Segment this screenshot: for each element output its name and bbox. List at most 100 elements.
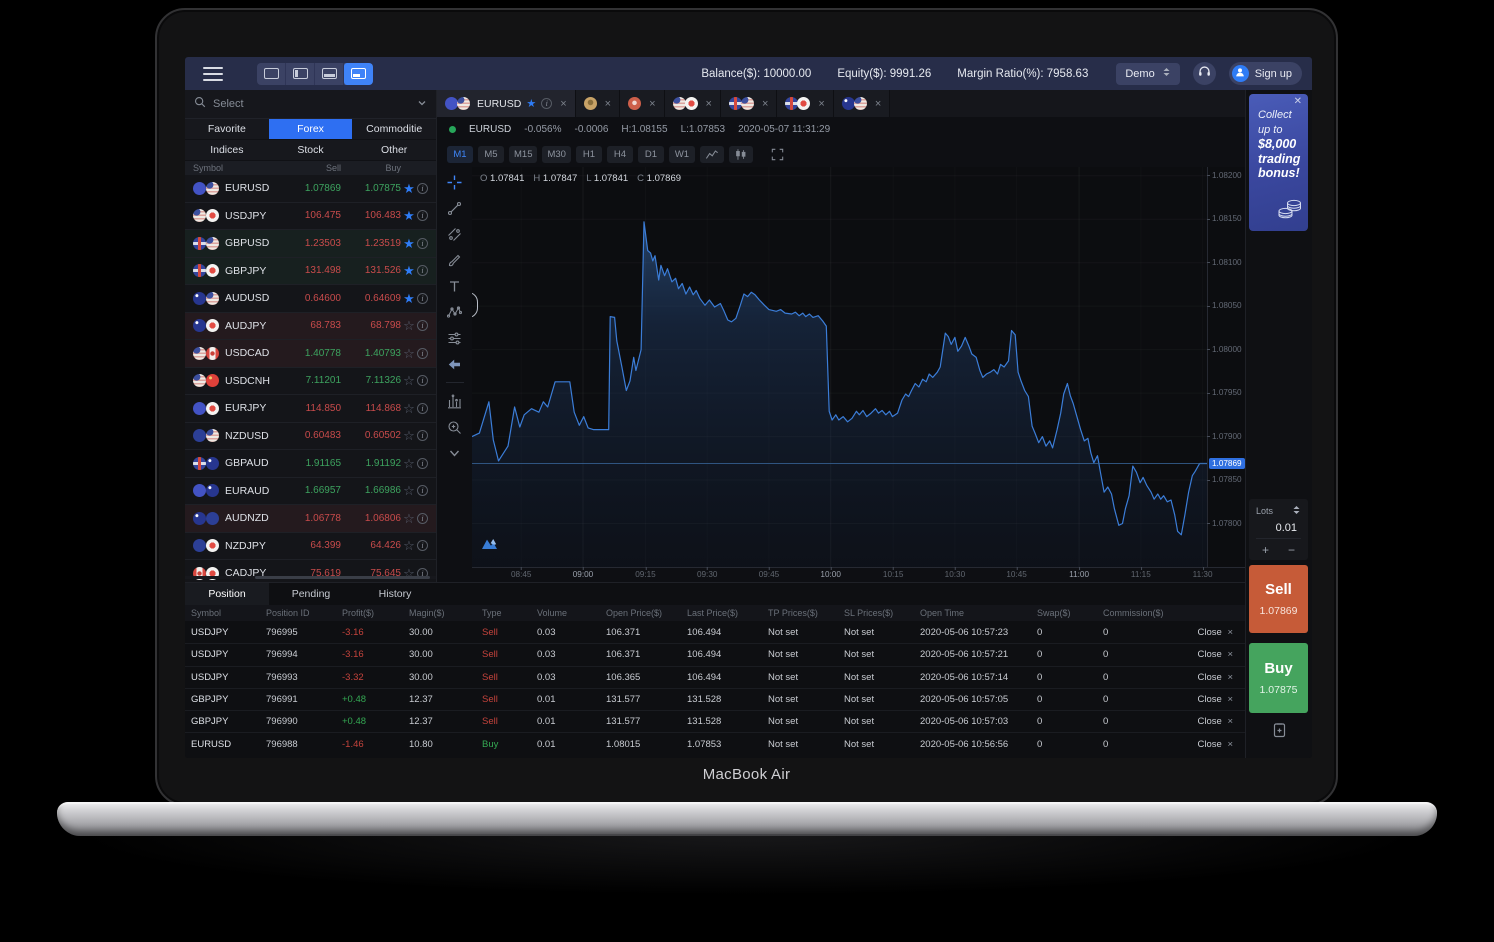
timeframe-m30[interactable]: M30 bbox=[542, 146, 571, 163]
watchlist-row-eurjpy[interactable]: EURJPY 114.850 114.868 ☆ i bbox=[185, 395, 436, 423]
watchlist-row-gbpaud[interactable]: GBPAUD 1.91165 1.91192 ☆ i bbox=[185, 450, 436, 478]
signup-button[interactable]: Sign up bbox=[1228, 62, 1302, 85]
timeframe-m5[interactable]: M5 bbox=[478, 146, 504, 163]
watchlist-tab-stock[interactable]: Stock bbox=[268, 140, 353, 161]
watchlist-row-nzdusd[interactable]: NZDUSD 0.60483 0.60502 ☆ i bbox=[185, 423, 436, 450]
info-icon[interactable]: i bbox=[417, 457, 428, 469]
lots-value[interactable]: 0.01 bbox=[1275, 522, 1297, 534]
favorite-star-icon[interactable]: ☆ bbox=[403, 400, 415, 416]
channel-icon[interactable] bbox=[447, 226, 463, 242]
close-position-button[interactable]: Close × bbox=[1197, 626, 1234, 638]
position-row[interactable]: USDJPY 796993 -3.32 30.00 Sell 0.03 106.365 106… bbox=[185, 665, 1245, 688]
text-icon[interactable] bbox=[447, 278, 463, 294]
order-note-button[interactable] bbox=[1267, 722, 1291, 742]
timeframe-m15[interactable]: M15 bbox=[509, 146, 538, 163]
favorite-star-icon[interactable]: ★ bbox=[403, 208, 415, 224]
info-icon[interactable]: i bbox=[417, 347, 428, 359]
line-chart-type-icon[interactable] bbox=[699, 146, 724, 163]
symbol-search[interactable]: Select bbox=[185, 90, 436, 119]
lots-decrease-button[interactable]: − bbox=[1287, 542, 1295, 557]
favorite-star-icon[interactable]: ☆ bbox=[403, 428, 415, 444]
xabcd-pattern-icon[interactable] bbox=[447, 304, 463, 320]
watchlist-tab-commoditie[interactable]: Commoditie bbox=[352, 119, 436, 140]
watchlist-tab-other[interactable]: Other bbox=[352, 140, 436, 161]
watchlist-row-audjpy[interactable]: AUDJPY 68.783 68.798 ☆ i bbox=[185, 312, 436, 340]
watchlist-tab-favorite[interactable]: Favorite bbox=[185, 119, 269, 140]
bonus-banner[interactable]: ✕ Collect up to $8,000 trading bonus! bbox=[1249, 94, 1308, 231]
chart-tab-gold-1[interactable]: × bbox=[575, 90, 621, 117]
info-icon[interactable]: i bbox=[417, 292, 428, 304]
watchlist-row-usdcnh[interactable]: USDCNH 7.11201 7.11326 ☆ i bbox=[185, 368, 436, 395]
timeframe-d1[interactable]: D1 bbox=[637, 146, 664, 163]
watchlist-tab-forex[interactable]: Forex bbox=[268, 119, 353, 140]
close-position-button[interactable]: Close × bbox=[1197, 694, 1234, 706]
close-position-button[interactable]: Close × bbox=[1197, 671, 1234, 683]
indicator-sliders-icon[interactable] bbox=[447, 330, 463, 346]
chart-tab-eurusd[interactable]: EURUSD ★ i × bbox=[437, 90, 576, 117]
chart-tab-pair-3[interactable]: × bbox=[664, 90, 721, 117]
close-position-button[interactable]: Close × bbox=[1197, 738, 1234, 750]
crosshair-icon[interactable] bbox=[447, 174, 463, 190]
timeframe-h4[interactable]: H4 bbox=[606, 146, 633, 163]
close-tab-icon[interactable]: × bbox=[649, 97, 656, 110]
collapse-icon[interactable] bbox=[447, 445, 463, 461]
position-row[interactable]: USDJPY 796995 -3.16 30.00 Sell 0.03 106.371 106… bbox=[185, 621, 1245, 643]
lots-sort-icon[interactable] bbox=[1292, 505, 1301, 517]
account-mode-select[interactable]: Demo bbox=[1116, 62, 1180, 85]
menu-icon[interactable] bbox=[203, 66, 223, 81]
favorite-star-icon[interactable]: ☆ bbox=[403, 538, 415, 554]
favorite-star-icon[interactable]: ★ bbox=[403, 290, 415, 306]
positions-tab-position[interactable]: Position bbox=[185, 583, 269, 605]
close-tab-icon[interactable]: × bbox=[874, 97, 882, 110]
position-row[interactable]: GBPJPY 796990 +0.48 12.37 Sell 0.01 131.577 131… bbox=[185, 710, 1245, 732]
volume-profile-icon[interactable] bbox=[447, 393, 463, 409]
chart-tab-pair-6[interactable]: × bbox=[833, 90, 891, 117]
back-arrow-icon[interactable] bbox=[447, 356, 463, 372]
info-icon[interactable]: i bbox=[417, 512, 428, 524]
close-tab-icon[interactable]: × bbox=[560, 97, 567, 110]
sell-button[interactable]: Sell 1.07869 bbox=[1249, 565, 1308, 633]
close-position-button[interactable]: Close × bbox=[1197, 649, 1234, 661]
favorite-star-icon[interactable]: ☆ bbox=[403, 510, 415, 526]
favorite-star-icon[interactable]: ☆ bbox=[403, 345, 415, 361]
watchlist-row-euraud[interactable]: EURAUD 1.66957 1.66986 ☆ i bbox=[185, 478, 436, 505]
timeframe-h1[interactable]: H1 bbox=[575, 146, 602, 163]
watchlist-row-nzdjpy[interactable]: NZDJPY 64.399 64.426 ☆ i bbox=[185, 533, 436, 560]
chart-tab-oil-2[interactable]: × bbox=[620, 90, 665, 117]
position-row[interactable]: USDJPY 796994 -3.16 30.00 Sell 0.03 106.371 106… bbox=[185, 643, 1245, 665]
close-position-button[interactable]: Close × bbox=[1197, 716, 1234, 728]
brush-icon[interactable] bbox=[447, 252, 463, 268]
position-row[interactable]: GBPJPY 796991 +0.48 12.37 Sell 0.01 131.577 131… bbox=[185, 687, 1245, 710]
info-icon[interactable]: i bbox=[417, 210, 428, 222]
layout-mode-full[interactable] bbox=[257, 62, 286, 85]
positions-tab-history[interactable]: History bbox=[378, 588, 412, 600]
buy-button[interactable]: Buy 1.07875 bbox=[1249, 643, 1308, 713]
trend-line-icon[interactable] bbox=[447, 200, 463, 216]
favorite-star-icon[interactable]: ☆ bbox=[403, 565, 415, 581]
favorite-star-icon[interactable]: ★ bbox=[403, 263, 415, 279]
chart-tab-pair-4[interactable]: × bbox=[720, 90, 778, 117]
chart-tab-pair-5[interactable]: × bbox=[777, 90, 834, 117]
favorite-star-icon[interactable]: ★ bbox=[526, 98, 537, 110]
close-tab-icon[interactable]: × bbox=[705, 97, 712, 110]
support-button[interactable] bbox=[1192, 62, 1216, 85]
watchlist-row-eurusd[interactable]: EURUSD 1.07869 1.07875 ★ i bbox=[185, 175, 436, 203]
zoom-in-icon[interactable] bbox=[447, 419, 463, 435]
lots-increase-button[interactable]: + bbox=[1262, 542, 1270, 557]
layout-mode-bottom-split[interactable] bbox=[315, 62, 344, 85]
timeframe-m1[interactable]: M1 bbox=[447, 146, 473, 163]
watchlist-row-usdjpy[interactable]: USDJPY 106.475 106.483 ★ i bbox=[185, 203, 436, 230]
fullscreen-icon[interactable] bbox=[766, 146, 790, 163]
price-plot[interactable]: O 1.07841 H 1.07847 L 1.07841 C 1.07869 bbox=[472, 167, 1207, 567]
info-icon[interactable]: i bbox=[541, 98, 553, 109]
watchlist-row-audusd[interactable]: AUDUSD 0.64600 0.64609 ★ i bbox=[185, 285, 436, 313]
info-icon[interactable]: i bbox=[417, 540, 428, 552]
favorite-star-icon[interactable]: ★ bbox=[403, 235, 415, 251]
layout-mode-bottom-left-split[interactable] bbox=[344, 62, 373, 85]
info-icon[interactable]: i bbox=[417, 375, 428, 387]
scrollbar-thumb[interactable] bbox=[255, 576, 430, 579]
layout-mode-left-split[interactable] bbox=[286, 62, 315, 85]
favorite-star-icon[interactable]: ☆ bbox=[403, 483, 415, 499]
favorite-star-icon[interactable]: ★ bbox=[403, 180, 415, 196]
watchlist-row-usdcad[interactable]: USDCAD 1.40778 1.40793 ☆ i bbox=[185, 340, 436, 368]
